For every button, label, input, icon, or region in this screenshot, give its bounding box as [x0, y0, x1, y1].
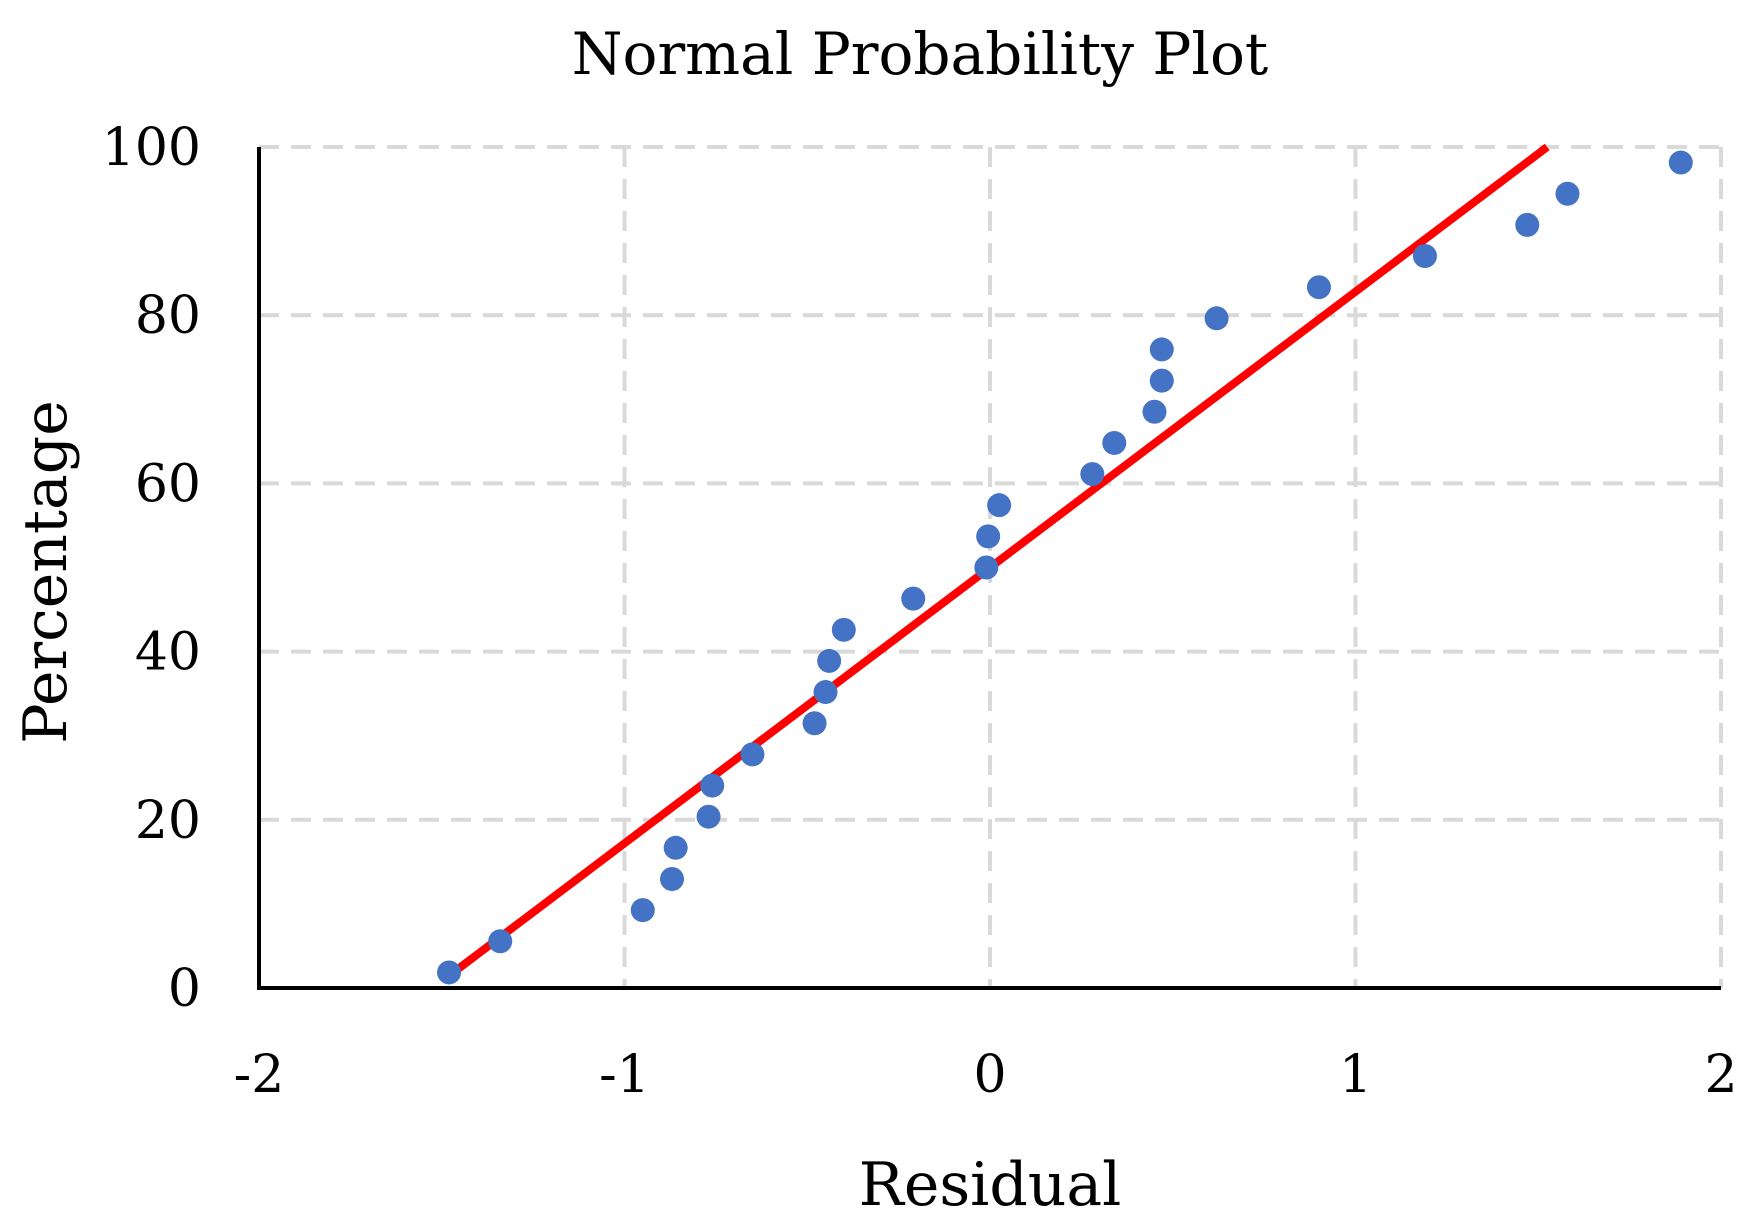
x-tick-label: 0	[973, 1045, 1006, 1105]
y-axis-title: Percentage	[11, 400, 81, 743]
data-point	[1555, 181, 1580, 206]
data-point	[740, 742, 765, 767]
y-tick-label: 40	[135, 623, 201, 683]
data-point	[802, 711, 827, 736]
data-point	[976, 524, 1001, 549]
x-tick-label: 2	[1704, 1045, 1737, 1105]
data-point	[813, 680, 838, 705]
data-points	[437, 150, 1693, 985]
x-axis-title: Residual	[859, 1150, 1122, 1220]
data-point	[1102, 430, 1127, 455]
data-point	[1080, 462, 1105, 487]
trendline-layer	[450, 143, 1550, 977]
y-tick-label: 60	[135, 454, 201, 514]
data-point	[660, 867, 685, 892]
data-point	[1149, 368, 1174, 393]
data-point	[987, 493, 1012, 518]
data-point	[1515, 212, 1540, 237]
data-point	[696, 804, 721, 829]
y-tick-label: 0	[168, 959, 201, 1019]
chart-title: Normal Probability Plot	[572, 20, 1268, 88]
x-tick-label: -1	[599, 1045, 650, 1105]
data-point	[1306, 275, 1331, 300]
data-point	[1204, 306, 1229, 331]
x-tick-label: -2	[234, 1045, 285, 1105]
data-point	[1149, 337, 1174, 362]
data-point	[663, 835, 688, 860]
data-point	[488, 929, 513, 954]
axes	[257, 147, 1721, 990]
tick-labels: 0 20 40 60 80 100 -2 -1 0 1 2	[102, 118, 1738, 1105]
trendline	[450, 143, 1550, 977]
y-tick-label: 100	[102, 118, 201, 178]
data-point	[437, 960, 462, 985]
x-tick-label: 1	[1339, 1045, 1372, 1105]
data-point	[1668, 150, 1693, 175]
data-point	[974, 555, 999, 580]
data-point	[817, 648, 842, 673]
data-point	[630, 898, 655, 923]
data-point	[1412, 243, 1437, 268]
data-point	[901, 586, 926, 611]
y-tick-label: 80	[135, 286, 201, 346]
data-point	[1142, 399, 1167, 424]
data-point	[700, 773, 725, 798]
y-tick-label: 20	[135, 791, 201, 851]
data-point	[831, 617, 856, 642]
